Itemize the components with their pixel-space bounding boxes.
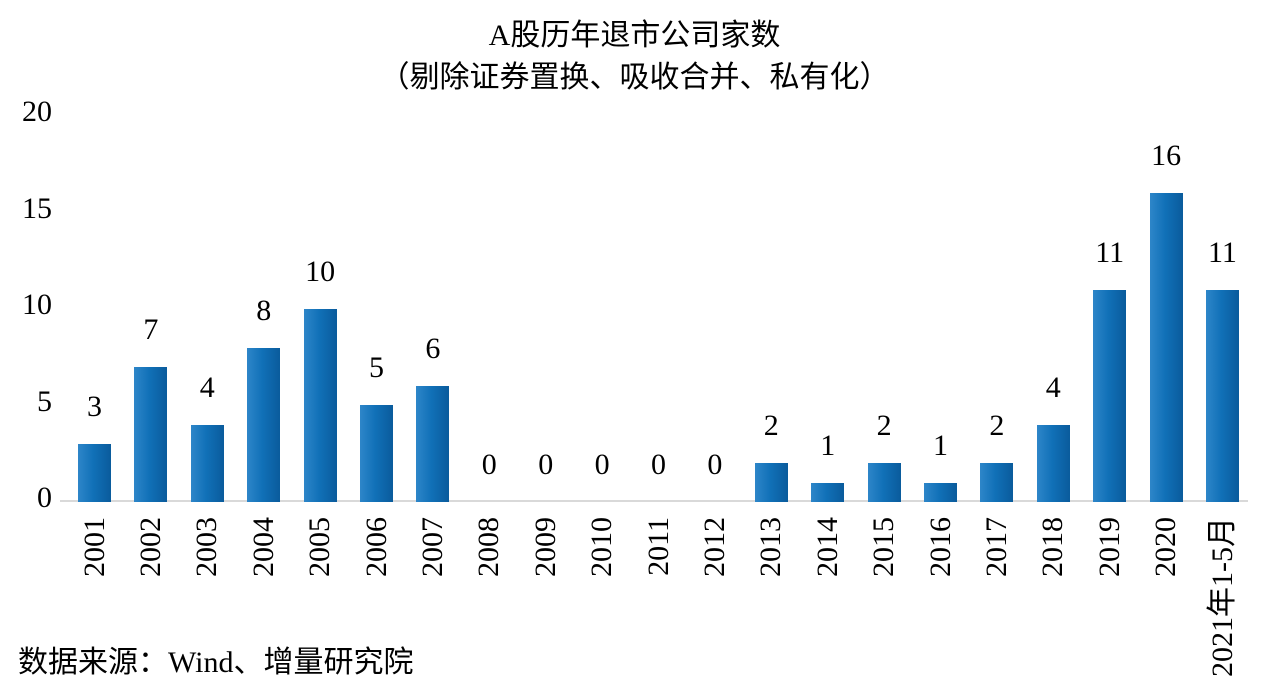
bar-value-label: 16 bbox=[1151, 139, 1182, 172]
x-axis-label: 2012 bbox=[697, 517, 731, 577]
bar-value-label: 1 bbox=[820, 429, 836, 462]
bar bbox=[360, 405, 393, 502]
bar bbox=[867, 463, 901, 502]
bar bbox=[78, 444, 111, 502]
y-axis-tick-label: 20 bbox=[22, 95, 52, 128]
bar-value-label: 4 bbox=[1045, 371, 1061, 404]
bar-value-label: 2 bbox=[989, 409, 1005, 442]
bar bbox=[1036, 425, 1070, 502]
x-axis-label: 2001 bbox=[77, 517, 111, 577]
x-axis-label: 2009 bbox=[528, 517, 562, 577]
bar-value-label: 0 bbox=[538, 448, 554, 481]
bar-value-label: 0 bbox=[707, 448, 723, 481]
x-axis-label: 2020 bbox=[1149, 517, 1183, 577]
bar-value-label: 2 bbox=[876, 409, 892, 442]
bar-value-label: 5 bbox=[369, 351, 384, 384]
y-axis-tick-label: 5 bbox=[37, 384, 52, 418]
bar-value-label: 8 bbox=[256, 294, 272, 327]
bar-value-label: 3 bbox=[87, 390, 102, 423]
bar-value-label: 0 bbox=[594, 448, 610, 481]
bar bbox=[754, 463, 788, 502]
y-axis-tick-label: 10 bbox=[22, 288, 52, 321]
x-axis-label: 2008 bbox=[472, 517, 506, 577]
bar bbox=[134, 367, 168, 502]
bar-value-label: 2 bbox=[763, 409, 779, 442]
x-axis-label: 2014 bbox=[810, 517, 844, 577]
x-axis-label: 2019 bbox=[1092, 517, 1126, 577]
x-axis-label: 2007 bbox=[415, 517, 449, 577]
x-axis-label: 2011 bbox=[641, 517, 675, 576]
y-axis-tick-label: 0 bbox=[37, 481, 52, 514]
x-axis-label: 2005 bbox=[303, 517, 337, 577]
bar-value-label: 10 bbox=[305, 255, 336, 288]
bar-value-label: 0 bbox=[651, 448, 666, 481]
bar bbox=[190, 425, 224, 502]
chart-subtitle: （剔除证券置换、吸收合并、私有化） bbox=[379, 61, 890, 94]
x-axis-label: 2010 bbox=[585, 517, 619, 577]
bar-value-label: 0 bbox=[481, 448, 497, 481]
x-axis-line bbox=[60, 500, 1248, 502]
x-axis-label: 2016 bbox=[923, 517, 957, 577]
bar bbox=[1149, 193, 1183, 502]
bar bbox=[924, 483, 957, 502]
bar-value-label: 6 bbox=[425, 332, 441, 365]
bar-value-label: 11 bbox=[1208, 236, 1237, 269]
bar bbox=[416, 386, 450, 502]
x-axis-label: 2015 bbox=[867, 517, 901, 577]
x-axis-label: 2004 bbox=[246, 517, 280, 577]
x-axis-label: 2002 bbox=[133, 517, 167, 577]
bar-value-label: 7 bbox=[143, 313, 159, 346]
x-axis-label: 2003 bbox=[190, 517, 224, 577]
bar bbox=[1093, 290, 1127, 502]
x-axis-label: 2021年1-5月 bbox=[1205, 517, 1239, 677]
x-axis-label: 2013 bbox=[754, 517, 788, 577]
source-note: 数据来源：Wind、增量研究院 bbox=[18, 646, 414, 679]
bar-value-label: 4 bbox=[199, 371, 215, 404]
bar-value-label: 11 bbox=[1095, 236, 1125, 269]
x-axis-label: 2006 bbox=[359, 517, 393, 577]
bar bbox=[303, 309, 337, 502]
bar bbox=[247, 348, 281, 502]
y-axis-tick-label: 15 bbox=[22, 191, 52, 225]
bar bbox=[1206, 290, 1239, 502]
x-axis-label: 2017 bbox=[979, 517, 1013, 577]
chart-title: A股历年退市公司家数 bbox=[488, 19, 781, 52]
bar-value-label: 1 bbox=[933, 429, 948, 462]
bar bbox=[980, 463, 1014, 502]
bar bbox=[811, 483, 845, 502]
x-axis-label: 2018 bbox=[1036, 517, 1070, 577]
